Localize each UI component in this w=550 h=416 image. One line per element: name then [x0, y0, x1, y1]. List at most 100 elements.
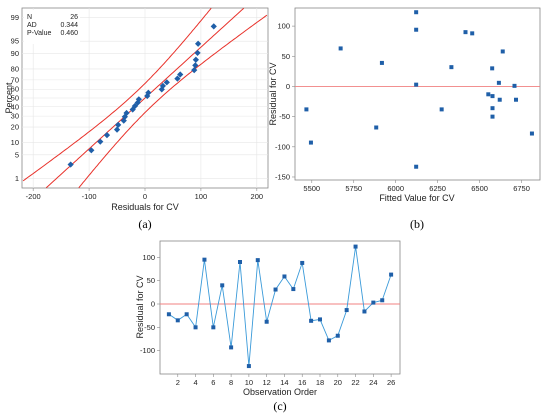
panel-b-x-tick-label: 6000: [387, 184, 404, 193]
panel-c-x-axis-label: Observation Order: [243, 387, 317, 397]
panel-a-lower-ci-band: [22, 7, 212, 182]
panel-b-points: [304, 10, 534, 169]
panel-c-points: [166, 244, 394, 369]
panel-a-x-axis-label: Residuals for CV: [111, 202, 179, 212]
panel-a-y-tick-label: 20: [11, 123, 19, 132]
panel-a-stat-label: AD: [27, 22, 37, 29]
panel-c-data-point: [229, 345, 234, 350]
panel-c-data-point: [353, 244, 358, 249]
panel-c-data-point: [273, 287, 278, 292]
panel-c-data-point: [238, 260, 242, 264]
panel-b-data-point: [414, 82, 419, 87]
panel-a-caption: (a): [138, 217, 151, 231]
panel-c-x-tick-label: 26: [387, 378, 395, 387]
panel-a-data-point: [103, 132, 111, 139]
panel-b-y-tick-label: -150: [275, 172, 290, 181]
panel-c-data-point: [175, 318, 180, 323]
panel-b-y-tick-label: 50: [282, 52, 290, 61]
panel-a-y-tick-label: 90: [11, 49, 19, 58]
panel-c-data-point: [211, 325, 216, 330]
panel-b-data-point: [379, 60, 384, 65]
panel-a-y-tick-label: 95: [11, 37, 19, 46]
panel-c-x-tick-label: 6: [211, 378, 215, 387]
panel-b-data-point: [449, 65, 454, 70]
panel-b-y-tick-label: 0: [286, 82, 290, 91]
panel-b-data-point: [490, 106, 495, 111]
panel-c-data-point: [362, 309, 367, 314]
panel-c-data-point: [326, 338, 331, 343]
panel-a-stat-label: P-Value: [27, 30, 51, 37]
panel-a-data-point: [195, 40, 202, 47]
panel-b-data-point: [490, 66, 495, 71]
panel-b-x-tick-label: 6500: [471, 184, 488, 193]
panel-a-y-tick-label: 70: [11, 75, 19, 84]
panel-c-y-tick-label: -50: [144, 323, 155, 332]
panel-b-data-point: [439, 107, 444, 112]
panel-c-data-point: [335, 333, 340, 338]
panel-c-data-point: [389, 272, 394, 277]
panel-c-series-line: [168, 246, 392, 367]
panel-c-data-point: [309, 318, 314, 323]
panel-c-y-tick-label: -100: [140, 346, 155, 355]
panel-c-data-point: [246, 364, 251, 369]
panel-b-x-tick-label: 6250: [429, 184, 446, 193]
panel-b-y-axis-label: Residual for CV: [268, 62, 278, 125]
panel-a-y-tick-label: 5: [15, 150, 19, 159]
panel-a-stats-box: N 26 AD 0.344 P-Value 0.460: [24, 10, 80, 44]
panel-b-data-point: [500, 49, 505, 54]
panel-a-x-tick-label: 100: [195, 192, 208, 201]
panel-a-y-tick-label: 1: [15, 174, 19, 183]
panel-a-y-tick-label: 40: [11, 102, 19, 111]
panel-a-stat-value: 26: [70, 14, 78, 21]
panel-c-x-tick-label: 16: [298, 378, 306, 387]
panel-a-data-point: [135, 96, 142, 103]
panel-c-y-tick-label: 100: [142, 253, 155, 262]
panel-a-x-tick-label: 200: [251, 192, 264, 201]
panel-c-x-tick-label: 10: [245, 378, 253, 387]
panel-c-x-tick-label: 24: [369, 378, 377, 387]
panel-b-data-point: [529, 131, 534, 136]
panel-b-x-tick-label: 5500: [303, 184, 320, 193]
panel-c-data-point: [300, 260, 305, 265]
panel-b-data-point: [308, 140, 313, 145]
panel-c-y-ticks: -100 -50 0 50 100: [140, 253, 160, 355]
panel-a-y-tick-label: 80: [11, 64, 19, 73]
panel-b-residuals-vs-fits: 5500 5750 6000 6250 6500 6750 -150 -100 -50 0 50 1…: [268, 7, 541, 231]
panel-a-x-ticks: -200 -100 0 100 200: [26, 188, 263, 201]
panel-b-y-tick-label: 100: [277, 22, 290, 31]
panel-a-y-tick-label: 30: [11, 112, 19, 121]
panel-a-y-tick-label: 50: [11, 94, 19, 103]
panel-c-data-point: [220, 283, 225, 288]
panel-a-data-point: [192, 56, 199, 63]
panel-c-data-point: [380, 298, 385, 303]
panel-a-y-tick-label: 99: [11, 13, 19, 22]
panel-a-data-point: [123, 109, 130, 117]
panel-b-data-point: [463, 30, 468, 35]
panel-c-y-tick-label: 0: [151, 300, 155, 309]
panel-c-data-point: [371, 300, 376, 305]
panel-c-x-tick-label: 4: [193, 378, 197, 387]
panel-a-y-tick-label: 60: [11, 85, 19, 94]
panel-a-stats-background: [24, 10, 80, 44]
panel-a-upper-ci-band: [78, 14, 268, 189]
panel-c-data-point: [264, 319, 269, 324]
panel-c-x-tick-label: 12: [262, 378, 270, 387]
panel-a-y-tick-label: 10: [11, 138, 19, 147]
panel-b-caption: (b): [410, 217, 424, 231]
panel-b-data-point: [496, 80, 501, 85]
panel-a-x-tick-label: -200: [26, 192, 41, 201]
panel-b-data-point: [470, 31, 475, 36]
panel-c-data-point: [166, 312, 171, 317]
panel-a-data-point: [115, 121, 122, 129]
panel-c-data-point: [184, 312, 189, 317]
panel-b-x-tick-label: 6750: [513, 184, 530, 193]
panel-b-y-tick-label: -100: [275, 142, 290, 151]
panel-c-caption: (c): [273, 399, 286, 413]
panel-b-y-ticks: -150 -100 -50 0 50 100: [275, 22, 295, 181]
panel-c-x-ticks: 2 4 6 8 10 12 14 16 18 20 22 24 26: [176, 374, 395, 387]
panel-b-data-point: [490, 114, 495, 119]
panel-c-data-point: [255, 258, 260, 263]
panel-b-x-ticks: 5500 5750 6000 6250 6500 6750: [303, 180, 530, 193]
